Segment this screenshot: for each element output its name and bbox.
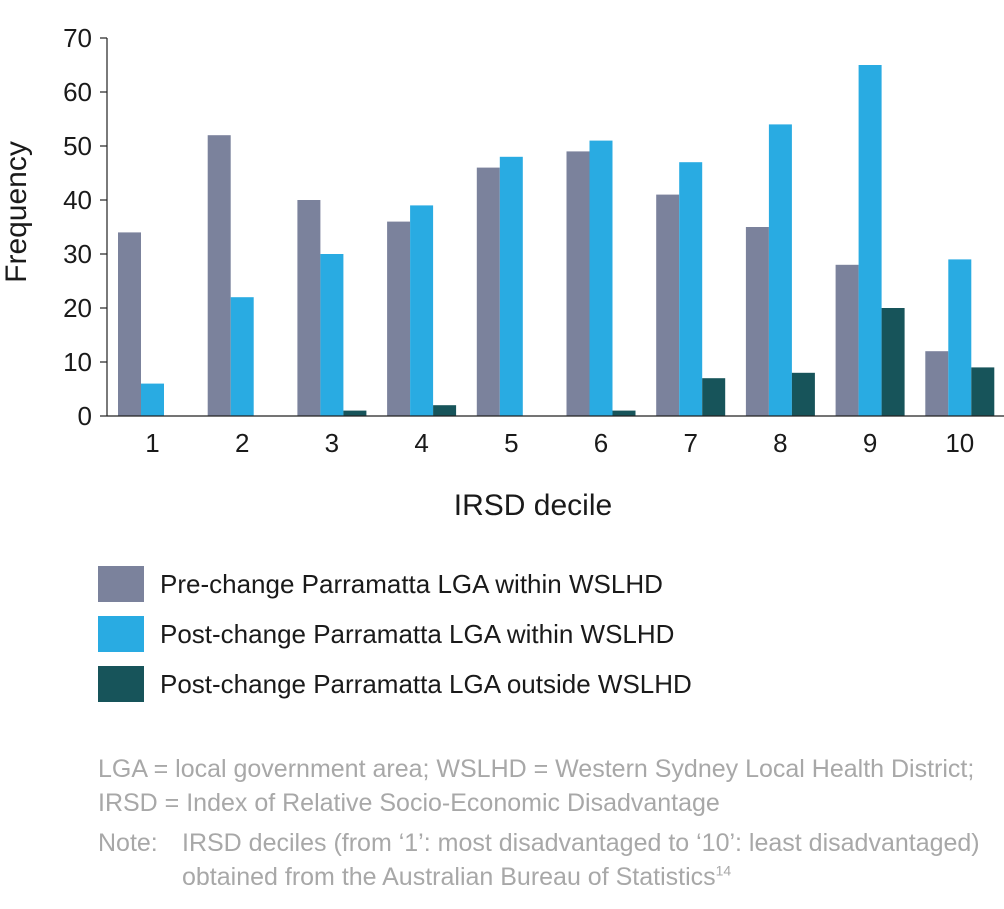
bar-s1-decile-5 bbox=[476, 167, 500, 416]
y-tick-label-60: 60 bbox=[63, 77, 92, 107]
y-tick-label-30: 30 bbox=[63, 239, 92, 269]
x-tick-label-7: 7 bbox=[683, 428, 697, 458]
note-label: Note: bbox=[98, 829, 158, 857]
bar-s2-decile-6 bbox=[589, 140, 613, 416]
bar-s2-decile-8 bbox=[768, 124, 792, 417]
bar-s2-decile-7 bbox=[679, 162, 703, 416]
x-tick-label-6: 6 bbox=[594, 428, 608, 458]
note-text: IRSD deciles (from ‘1’: most disadvantag… bbox=[182, 829, 980, 891]
reference-number: 14 bbox=[715, 862, 732, 879]
bar-s2-decile-10 bbox=[948, 259, 972, 416]
bar-s1-decile-2 bbox=[207, 135, 231, 416]
bar-s2-decile-2 bbox=[230, 297, 254, 416]
legend-label-post-outside: Post-change Parramatta LGA outside WSLHD bbox=[160, 669, 692, 699]
bar-s1-decile-9 bbox=[835, 264, 859, 416]
bar-s1-decile-1 bbox=[118, 232, 141, 416]
y-tick-label-20: 20 bbox=[63, 293, 92, 323]
bar-s2-decile-3 bbox=[320, 254, 344, 416]
bar-s1-decile-3 bbox=[297, 200, 321, 416]
source-note: Note: IRSD deciles (from ‘1’: most disad… bbox=[98, 826, 998, 894]
y-tick-label-50: 50 bbox=[63, 131, 92, 161]
bar-s1-decile-4 bbox=[387, 221, 411, 416]
bar-s1-decile-7 bbox=[656, 194, 680, 416]
x-tick-label-1: 1 bbox=[145, 428, 159, 458]
bar-s1-decile-10 bbox=[925, 351, 949, 416]
note-body: IRSD deciles (from ‘1’: most disadvantag… bbox=[182, 826, 998, 894]
x-tick-label-5: 5 bbox=[504, 428, 518, 458]
x-tick-label-8: 8 bbox=[773, 428, 787, 458]
x-axis-label: IRSD decile bbox=[454, 489, 612, 522]
legend-swatch-post-within bbox=[98, 616, 144, 652]
bar-s2-decile-5 bbox=[499, 156, 523, 417]
legend-swatch-pre-within bbox=[98, 566, 144, 602]
y-axis-label: Frequency bbox=[0, 141, 33, 283]
bar-s3-decile-7 bbox=[702, 378, 726, 416]
bar-s2-decile-1 bbox=[141, 383, 164, 416]
x-tick-label-9: 9 bbox=[863, 428, 877, 458]
axes-group bbox=[100, 37, 1004, 417]
bar-s3-decile-10 bbox=[971, 367, 995, 416]
y-tick-label-10: 10 bbox=[63, 347, 92, 377]
bar-chart: 1 2 3 4 5 6 7 8 9 10 0 10 20 30 40 50 60 70 Frequency IRS… bbox=[0, 23, 1004, 522]
bar-s3-decile-3 bbox=[343, 410, 367, 416]
bar-s3-decile-6 bbox=[612, 410, 636, 416]
bar-s2-decile-9 bbox=[858, 65, 882, 416]
y-tick-label-70: 70 bbox=[63, 23, 92, 53]
legend-label-pre-within: Pre-change Parramatta LGA within WSLHD bbox=[160, 569, 663, 599]
x-tick-label-10: 10 bbox=[945, 428, 974, 458]
bar-s1-decile-8 bbox=[745, 227, 769, 416]
abbreviations-note: LGA = local government area; WSLHD = Wes… bbox=[98, 755, 975, 817]
bar-s2-decile-4 bbox=[410, 205, 434, 416]
y-tick-label-40: 40 bbox=[63, 185, 92, 215]
legend-label-post-within: Post-change Parramatta LGA within WSLHD bbox=[160, 619, 675, 649]
y-tick-label-0: 0 bbox=[78, 401, 92, 431]
bar-s1-decile-6 bbox=[566, 151, 590, 416]
bars-group bbox=[118, 65, 995, 417]
ticks-group: 1 2 3 4 5 6 7 8 9 10 0 10 20 30 40 50 60 70 bbox=[63, 23, 974, 458]
legend-swatch-post-outside bbox=[98, 666, 144, 702]
bar-s3-decile-8 bbox=[791, 372, 815, 416]
x-tick-label-4: 4 bbox=[414, 428, 428, 458]
x-tick-label-3: 3 bbox=[325, 428, 339, 458]
bar-s3-decile-4 bbox=[433, 405, 457, 416]
bar-s3-decile-9 bbox=[881, 308, 905, 416]
x-tick-label-2: 2 bbox=[235, 428, 249, 458]
notes: LGA = local government area; WSLHD = Wes… bbox=[98, 752, 998, 894]
